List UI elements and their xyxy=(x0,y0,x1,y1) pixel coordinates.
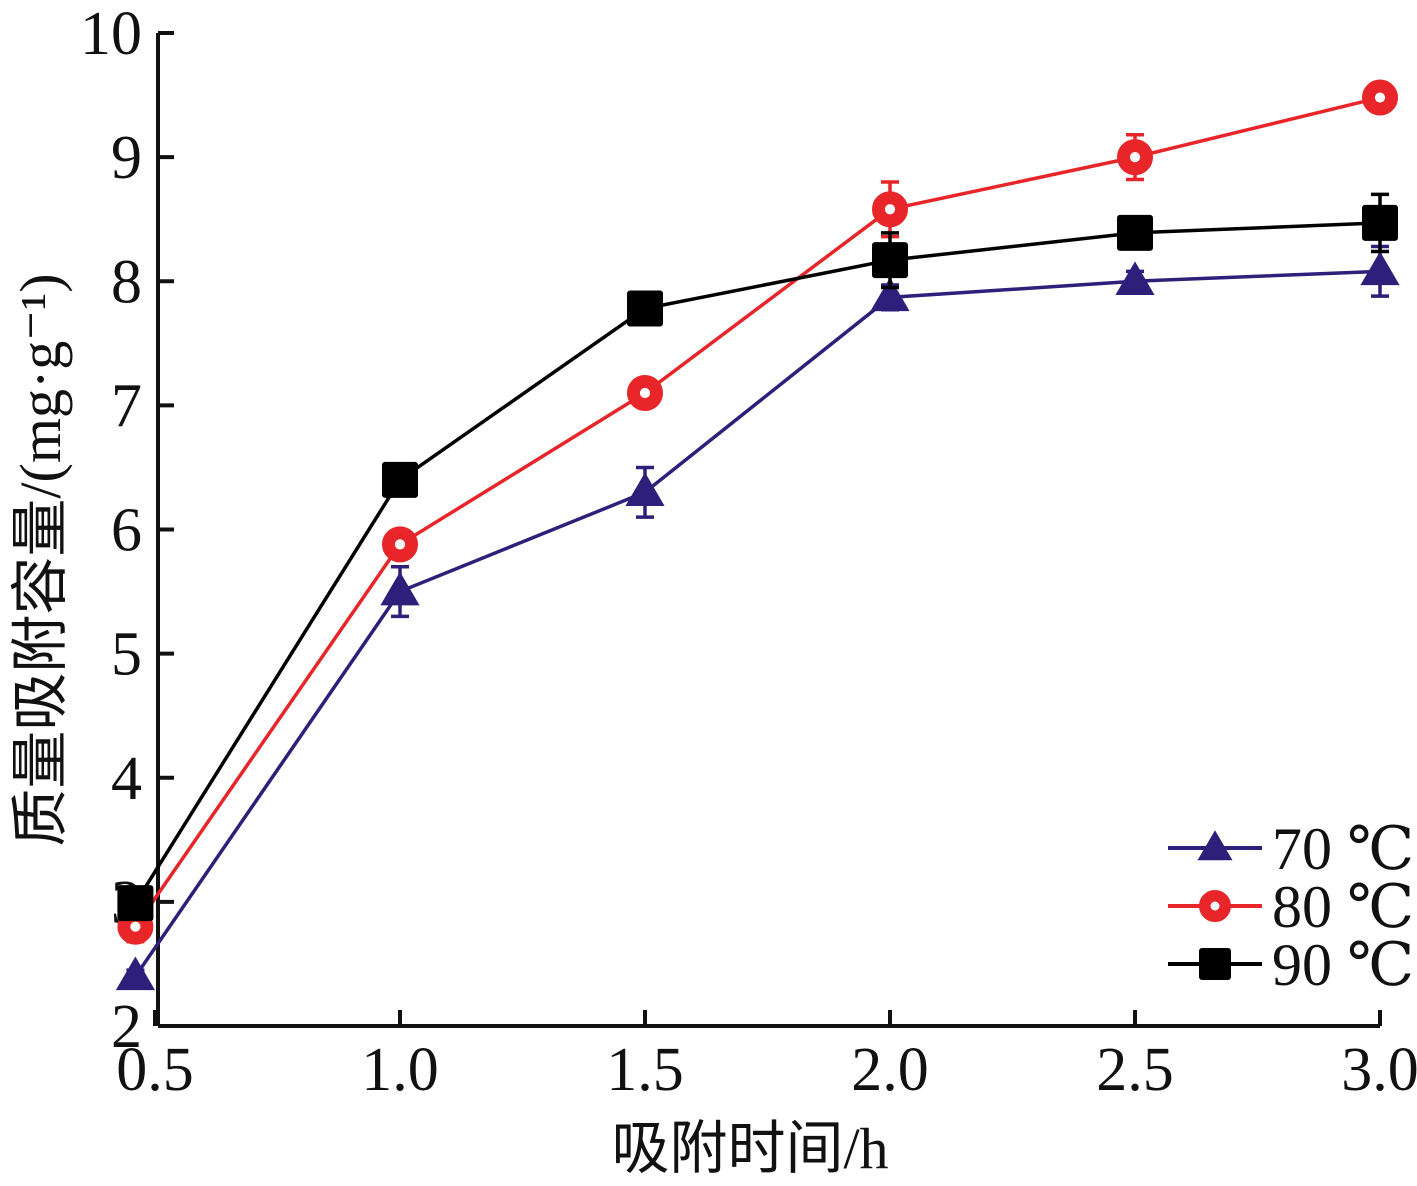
y-axis-title: 质量吸附容量/(mg·g⁻¹) xyxy=(8,273,73,846)
series-triangle xyxy=(115,244,1400,991)
data-point-triangle xyxy=(1360,251,1400,286)
data-point-triangle xyxy=(1197,830,1233,861)
x-axis-title: 吸附时间/h xyxy=(611,1116,888,1181)
axes: 23456789100.51.01.52.02.53.0 xyxy=(80,0,1417,1104)
y-tick-label: 7 xyxy=(111,372,142,440)
data-point-square xyxy=(1199,948,1231,980)
data-point-circle xyxy=(627,374,663,411)
y-tick-label: 9 xyxy=(111,124,142,192)
series-line xyxy=(133,221,1381,905)
legend: 70 ℃80 ℃90 ℃ xyxy=(1168,816,1414,998)
data-point-square xyxy=(382,461,418,498)
marker-center xyxy=(639,387,651,399)
x-tick-label: 1.5 xyxy=(606,1036,684,1104)
data-point-triangle xyxy=(380,571,420,606)
data-point-square xyxy=(627,290,663,327)
data-point-circle xyxy=(1362,79,1398,116)
marker-center xyxy=(394,539,406,550)
legend-label: 70 ℃ xyxy=(1272,816,1414,882)
series-layer xyxy=(115,79,1400,991)
y-tick-label: 2 xyxy=(111,993,142,1061)
series-line xyxy=(133,95,1381,928)
data-point-square xyxy=(1362,204,1398,241)
y-tick-label: 6 xyxy=(111,497,142,565)
x-tick-label: 0.5 xyxy=(116,1036,194,1104)
x-tick-label: 3.0 xyxy=(1341,1036,1417,1104)
marker-center xyxy=(1374,92,1386,103)
legend-label: 80 ℃ xyxy=(1272,874,1414,940)
legend-item: 90 ℃ xyxy=(1168,932,1414,998)
data-point-triangle xyxy=(625,472,665,507)
data-point-square xyxy=(117,885,154,922)
marker-center xyxy=(130,921,141,932)
data-point-circle xyxy=(1117,139,1153,176)
x-tick-label: 2.0 xyxy=(851,1036,929,1104)
y-tick-label: 4 xyxy=(111,745,142,813)
y-tick-label: 10 xyxy=(80,0,142,68)
data-point-square xyxy=(1117,214,1153,251)
data-point-triangle xyxy=(870,277,910,312)
marker-center xyxy=(884,204,896,215)
data-point-triangle xyxy=(115,956,155,991)
data-point-circle xyxy=(382,526,418,563)
series-square xyxy=(117,192,1398,922)
series-circle xyxy=(117,79,1398,945)
x-tick-label: 2.5 xyxy=(1096,1036,1174,1104)
data-point-circle xyxy=(1199,890,1231,922)
data-point-triangle xyxy=(1115,261,1155,295)
data-point-circle xyxy=(872,191,908,228)
y-tick-label: 8 xyxy=(111,248,142,316)
legend-item: 70 ℃ xyxy=(1168,816,1414,882)
marker-center xyxy=(1129,152,1141,163)
y-tick-label: 5 xyxy=(111,621,142,689)
series-line xyxy=(133,269,1381,978)
x-tick-label: 1.0 xyxy=(361,1036,439,1104)
marker-center xyxy=(1210,901,1220,911)
data-point-square xyxy=(872,242,908,279)
legend-label: 90 ℃ xyxy=(1272,932,1414,998)
legend-item: 80 ℃ xyxy=(1168,874,1414,940)
